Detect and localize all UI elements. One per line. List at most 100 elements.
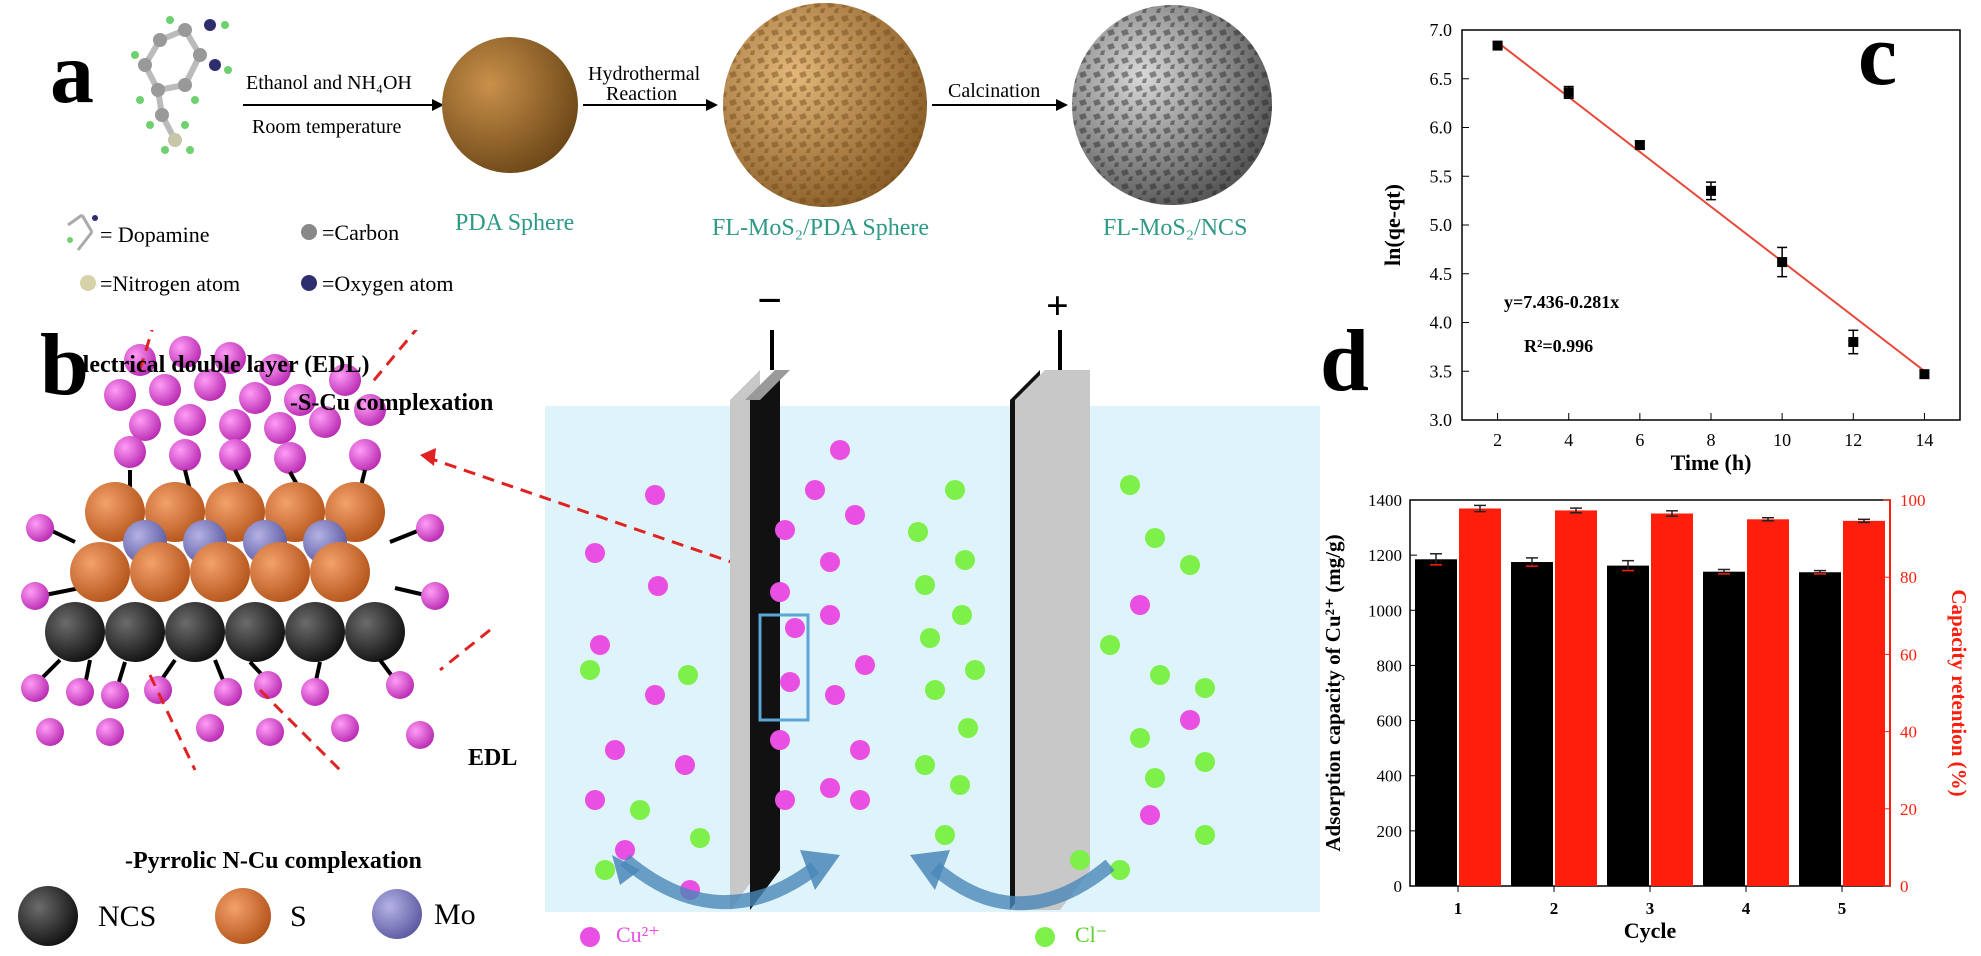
y-tick-label: 5.5 <box>1430 166 1453 186</box>
y-left-tick-label: 600 <box>1377 712 1403 731</box>
ncs-legend-icon <box>18 886 78 946</box>
y-left-tick-label: 400 <box>1377 767 1403 786</box>
fl-mos2-ncs-label: FL-MoS₂/NCS <box>1103 215 1248 241</box>
x-tick-label: 2 <box>1550 899 1559 918</box>
edl-label: electrical double layer (EDL) <box>72 352 370 378</box>
data-point <box>1563 87 1574 98</box>
mo-legend-icon <box>372 889 422 939</box>
x-tick-label: 12 <box>1844 430 1862 450</box>
fl-mos2-pda-label: FL-MoS₂/PDA Sphere <box>712 215 930 241</box>
legend-oxygen: =Oxygen atom <box>322 271 454 296</box>
cu-legend-label: Cu²⁺ <box>616 922 660 947</box>
dopamine-molecule-icon <box>131 16 232 154</box>
sulfur-layer-bottom <box>70 542 370 602</box>
oxygen-atom-icon <box>301 275 317 291</box>
y-left-tick-label: 800 <box>1377 656 1403 675</box>
data-point <box>1634 140 1645 151</box>
carbon-atom-icon <box>301 224 317 240</box>
legend-mo: Mo <box>434 898 476 931</box>
flow-arrows <box>612 850 1115 911</box>
cu-legend-icon <box>580 927 600 947</box>
x-tick-label: 8 <box>1707 430 1716 450</box>
y-right-tick-label: 0 <box>1900 877 1909 896</box>
y-tick-label: 6.0 <box>1430 118 1453 138</box>
dopamine-legend-icon <box>67 213 98 251</box>
y-right-axis-label: Capacity retention (%) <box>1947 589 1971 796</box>
retention-bar <box>1843 520 1885 886</box>
cycling-chart: 0 200 400 600 800 1000 1200 1400 0 20 40 60 80 100 1 2 3… <box>1321 491 1971 943</box>
pda-sphere-label: PDA Sphere <box>455 210 575 236</box>
nitrogen-atom-icon <box>80 275 96 291</box>
cl-ions <box>580 475 1215 880</box>
positive-terminal-label: + <box>1046 283 1069 328</box>
cl-legend-label: Cl⁻ <box>1075 922 1108 947</box>
y-right-tick-label: 60 <box>1900 645 1917 664</box>
fit-r-squared: R²=0.996 <box>1524 336 1593 356</box>
y-left-tick-label: 1200 <box>1368 546 1402 565</box>
x-tick-label: 3 <box>1646 899 1655 918</box>
y-left-tick-label: 1400 <box>1368 491 1402 510</box>
cu-ions <box>585 440 1200 900</box>
y-tick-label: 6.5 <box>1430 69 1453 89</box>
cl-legend-icon <box>1035 927 1055 947</box>
step2-label-line2: Reaction <box>606 83 678 105</box>
sulfur-legend-icon <box>215 888 271 944</box>
y-axis-label: ln(qe-qt) <box>1380 184 1405 266</box>
highlight-box <box>758 613 810 722</box>
legend-s: S <box>290 900 307 933</box>
capacity-bar <box>1607 565 1649 886</box>
edl-short-label: EDL <box>468 745 518 771</box>
retention-bar <box>1459 508 1501 886</box>
y-tick-label: 3.5 <box>1430 361 1453 381</box>
capacitive-deionization-scheme <box>18 330 1320 947</box>
kinetics-chart: 2 4 6 8 10 12 14 3.0 3.5 4.0 4.5 5.0 5.5 6.0 6.5 7.0 Tim… <box>1380 20 1961 475</box>
negative-electrode <box>730 330 790 910</box>
x-axis-label: Time (h) <box>1671 450 1752 475</box>
x-tick-label: 6 <box>1635 430 1644 450</box>
data-point <box>1706 185 1716 196</box>
panel-label-c: c <box>1858 7 1898 104</box>
y-tick-label: 4.5 <box>1430 264 1453 284</box>
capacity-bar <box>1511 562 1553 886</box>
panel-label-d: d <box>1320 313 1369 410</box>
retention-bar <box>1555 510 1597 886</box>
edl-top-cu-layer <box>104 336 386 474</box>
step3-label: Calcination <box>948 80 1041 102</box>
negative-terminal-label: − <box>757 276 783 325</box>
electrolyte-box <box>545 406 1320 912</box>
y-right-tick-label: 20 <box>1900 800 1917 819</box>
panel-label-b: b <box>40 317 89 414</box>
fit-line <box>1496 41 1926 372</box>
x-tick-label: 2 <box>1493 430 1502 450</box>
fit-equation: y=7.436-0.281x <box>1504 292 1619 312</box>
pyrrolic-n-cu-label: -Pyrrolic N-Cu complexation <box>125 848 422 874</box>
y-tick-label: 7.0 <box>1430 20 1453 40</box>
capacity-bar <box>1703 571 1745 886</box>
step2-label-line1: Hydrothermal <box>588 63 701 85</box>
y-left-tick-label: 1000 <box>1368 601 1402 620</box>
synthesis-scheme <box>67 3 1272 291</box>
y-left-tick-label: 0 <box>1394 877 1403 896</box>
pda-sphere-icon <box>442 37 578 173</box>
legend-carbon: =Carbon <box>322 220 400 245</box>
legend-nitrogen: =Nitrogen atom <box>100 271 241 296</box>
y-right-tick-label: 40 <box>1900 723 1917 742</box>
y-left-axis-label: Adsorption capacity of Cu²⁺ (mg/g) <box>1321 534 1345 851</box>
data-point <box>1848 337 1859 347</box>
data-point <box>1919 369 1930 380</box>
plot-frame <box>1461 29 1961 421</box>
x-tick-label: 4 <box>1564 430 1573 450</box>
y-left-tick-label: 200 <box>1377 822 1403 841</box>
y-right-tick-label: 100 <box>1900 491 1926 510</box>
capacity-bar <box>1799 572 1841 886</box>
x-tick-label: 10 <box>1773 430 1791 450</box>
retention-bar <box>1747 519 1789 886</box>
panel-label-a: a <box>50 25 94 122</box>
step1-top-label: Ethanol and NH₄OH <box>246 72 412 94</box>
y-tick-label: 3.0 <box>1430 410 1453 430</box>
x-tick-label: 4 <box>1742 899 1751 918</box>
legend-dopamine: = Dopamine <box>100 222 210 247</box>
positive-electrode <box>1010 330 1090 910</box>
edl-bottom-cu-layer <box>21 671 434 749</box>
ncs-layer <box>45 602 405 662</box>
